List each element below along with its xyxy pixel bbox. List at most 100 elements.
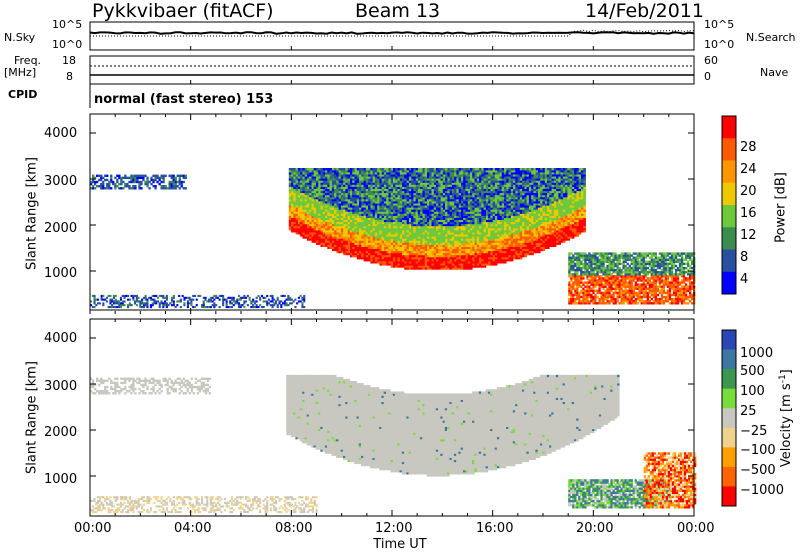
power-cell bbox=[451, 176, 455, 179]
power-cell bbox=[481, 238, 484, 241]
power-cell bbox=[379, 232, 382, 235]
power-cell bbox=[393, 172, 396, 175]
power-cell bbox=[465, 230, 469, 233]
power-cell bbox=[383, 246, 387, 249]
power-cell bbox=[465, 196, 469, 200]
power-cell bbox=[424, 261, 428, 264]
power-cell bbox=[178, 294, 181, 297]
power-cell bbox=[431, 223, 435, 227]
power-cell bbox=[488, 182, 491, 185]
power-cell bbox=[383, 250, 387, 254]
power-cell bbox=[288, 205, 292, 208]
power-cell bbox=[501, 190, 505, 194]
power-cell bbox=[424, 176, 428, 179]
power-cell bbox=[501, 230, 505, 233]
power-cell bbox=[413, 240, 416, 243]
power-cell bbox=[506, 174, 509, 177]
power-cell bbox=[295, 225, 299, 229]
power-cell bbox=[479, 213, 482, 216]
power-cell bbox=[390, 240, 394, 243]
power-cell bbox=[481, 178, 484, 181]
power-cell bbox=[490, 219, 493, 223]
power-cell bbox=[513, 252, 516, 256]
power-cell bbox=[458, 257, 462, 260]
power-cell bbox=[404, 176, 407, 179]
power-cell bbox=[438, 199, 441, 202]
power-cell bbox=[429, 228, 432, 231]
power-cell bbox=[415, 178, 419, 181]
power-cell bbox=[350, 180, 353, 183]
power-cell bbox=[388, 174, 392, 177]
power-cell bbox=[454, 203, 457, 206]
power-cell bbox=[309, 205, 312, 208]
power-cell bbox=[476, 184, 480, 187]
power-cell bbox=[492, 236, 496, 239]
power-cell bbox=[424, 246, 428, 249]
power-cell bbox=[404, 261, 407, 264]
power-cell bbox=[442, 228, 446, 231]
power-cell bbox=[293, 184, 296, 187]
power-cell bbox=[325, 205, 328, 208]
power-cell bbox=[313, 203, 317, 206]
power-cell bbox=[463, 261, 466, 264]
power-cell bbox=[449, 211, 453, 214]
power-cell bbox=[420, 223, 423, 227]
power-cell bbox=[458, 219, 462, 223]
power-cell bbox=[383, 254, 387, 258]
power-cell bbox=[506, 188, 509, 192]
power-cell bbox=[497, 199, 500, 202]
power-cell bbox=[456, 240, 459, 243]
power-cell bbox=[388, 170, 392, 173]
power-cell bbox=[311, 228, 315, 231]
power-cell bbox=[510, 236, 514, 239]
power-cell bbox=[494, 211, 498, 214]
power-cell bbox=[440, 203, 444, 206]
power-cell bbox=[461, 217, 464, 220]
power-cell bbox=[506, 192, 509, 196]
power-cell bbox=[379, 184, 382, 187]
power-cell bbox=[343, 246, 346, 249]
power-cell bbox=[470, 209, 473, 212]
power-cell bbox=[123, 294, 126, 297]
power-cell bbox=[316, 186, 319, 189]
power-cell bbox=[393, 192, 396, 196]
power-cell bbox=[164, 304, 167, 307]
power-cell bbox=[479, 250, 482, 254]
power-cell bbox=[508, 203, 512, 206]
power-cell bbox=[494, 230, 498, 233]
power-cell bbox=[350, 174, 353, 177]
power-cell bbox=[440, 186, 444, 189]
power-cell bbox=[442, 196, 446, 200]
power-cell bbox=[354, 203, 358, 206]
power-cell bbox=[383, 201, 387, 204]
power-cell bbox=[470, 228, 473, 231]
power-cell bbox=[390, 217, 394, 220]
power-cell bbox=[436, 170, 439, 173]
power-cell bbox=[440, 232, 444, 235]
power-cell bbox=[318, 199, 321, 202]
power-cell bbox=[404, 203, 407, 206]
power-cell bbox=[311, 190, 315, 194]
power-cell bbox=[361, 196, 364, 200]
power-cell bbox=[454, 232, 457, 235]
power-cell bbox=[158, 178, 161, 182]
power-cell bbox=[295, 209, 299, 212]
power-cell bbox=[399, 261, 403, 264]
power-cell bbox=[100, 176, 103, 180]
power-cell bbox=[402, 248, 405, 252]
power-cell bbox=[304, 217, 308, 220]
power-cell bbox=[363, 211, 367, 214]
power-cell bbox=[327, 182, 330, 185]
power-cell bbox=[295, 223, 299, 227]
power-cell bbox=[429, 194, 432, 198]
power-cell bbox=[386, 178, 389, 181]
power-cell bbox=[413, 244, 416, 247]
power-cell bbox=[356, 170, 360, 173]
power-cell bbox=[479, 205, 482, 208]
power-cell bbox=[390, 182, 394, 185]
power-cell bbox=[508, 196, 512, 200]
power-cell bbox=[499, 205, 503, 208]
power-cell bbox=[100, 174, 103, 177]
power-cell bbox=[415, 211, 419, 214]
power-cell bbox=[91, 306, 94, 309]
